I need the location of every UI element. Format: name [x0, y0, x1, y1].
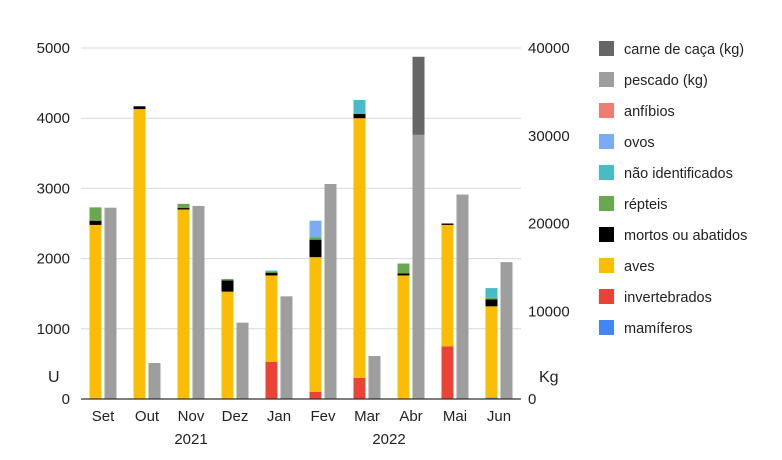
left-axis-label: U — [48, 369, 60, 386]
bar-pescado-kg-mai — [456, 194, 469, 399]
bar-mortos-ou-abatidos-mai — [441, 223, 454, 225]
bar-pescado-kg-nov — [192, 205, 205, 399]
right-tick-label: 30000 — [528, 128, 570, 145]
bar-aves-dez — [221, 291, 234, 399]
bar-pescado-kg-mar — [368, 356, 381, 399]
bar-mortos-ou-abatidos-nov — [177, 208, 190, 210]
bar-nao-identificados-jan — [265, 270, 278, 272]
bar-aves-abr — [397, 275, 410, 399]
legend-swatch-ovos — [599, 134, 614, 149]
legend-swatch-pescado-kg — [599, 72, 614, 87]
category-label: Jun — [487, 408, 511, 425]
axes: 0 1000 2000 3000 4000 5000 0 10000 20000 30000 400… — [37, 40, 570, 448]
bar-pescado-kg-out — [148, 363, 161, 399]
left-tick-label: 3000 — [37, 180, 70, 197]
legend-label-mortos-ou-abatidos: mortos ou abatidos — [624, 228, 747, 244]
left-tick-label: 2000 — [37, 251, 70, 268]
category-label: Out — [135, 408, 160, 425]
bar-carne-de-caca-kg-abr — [412, 56, 425, 135]
bar-mamiferos-jun — [485, 397, 498, 399]
right-axis-label: Kg — [539, 369, 559, 386]
legend-label-pescado-kg: pescado (kg) — [624, 73, 708, 89]
left-tick-label: 1000 — [37, 321, 70, 338]
legend-swatch-mamiferos — [599, 320, 614, 335]
category-label: Mai — [443, 408, 467, 425]
bar-aves-nov — [177, 209, 190, 399]
bar-repteis-set — [89, 207, 102, 221]
legend-swatch-aves — [599, 258, 614, 273]
bar-pescado-kg-set — [104, 207, 117, 399]
bar-mortos-ou-abatidos-jan — [265, 272, 278, 276]
category-label: Nov — [178, 408, 205, 425]
legend-label-nao-identificados: não identificados — [624, 166, 733, 182]
legend-label-carne-de-caca-kg: carne de caça (kg) — [624, 42, 744, 58]
bar-aves-set — [89, 224, 102, 399]
left-tick-label: 0 — [62, 391, 70, 408]
legend-label-invertebrados: invertebrados — [624, 290, 712, 306]
legend-label-aves: aves — [624, 259, 655, 275]
bar-mortos-ou-abatidos-abr — [397, 273, 410, 276]
left-tick-label: 4000 — [37, 110, 70, 127]
bar-invertebrados-jan — [265, 361, 278, 399]
right-tick-label: 0 — [528, 391, 536, 408]
category-label: Jan — [267, 408, 291, 425]
legend-label-anfibios: anfíbios — [624, 104, 675, 120]
legend-swatch-anfibios — [599, 103, 614, 118]
legend-swatch-carne-de-caca-kg — [599, 41, 614, 56]
bar-invertebrados-fev — [309, 391, 322, 399]
bar-repteis-fev — [309, 237, 322, 240]
bar-nao-identificados-mar — [353, 99, 366, 114]
legend-label-mamiferos: mamíferos — [624, 321, 693, 337]
right-tick-label: 40000 — [528, 40, 570, 57]
bar-mortos-ou-abatidos-set — [89, 220, 102, 225]
bar-invertebrados-mar — [353, 377, 366, 399]
right-tick-label: 20000 — [528, 216, 570, 233]
bar-repteis-jun — [485, 297, 498, 300]
bar-repteis-jan — [265, 271, 278, 273]
bar-nao-identificados-jun — [485, 288, 498, 298]
category-label: Dez — [222, 408, 249, 425]
bar-pescado-kg-fev — [324, 184, 337, 399]
bars — [89, 56, 513, 399]
bar-mortos-ou-abatidos-mar — [353, 113, 366, 119]
bar-repteis-dez — [221, 278, 234, 281]
category-label: Fev — [310, 408, 336, 425]
bar-aves-out — [133, 109, 146, 399]
bar-repteis-nov — [177, 203, 190, 209]
bar-ovos-fev — [309, 220, 322, 237]
legend-label-repteis: répteis — [624, 197, 668, 213]
category-label: Mar — [354, 408, 380, 425]
bar-pescado-kg-abr — [412, 134, 425, 399]
bar-aves-mai — [441, 224, 454, 347]
category-label: Abr — [399, 408, 422, 425]
left-tick-label: 5000 — [37, 40, 70, 57]
bar-invertebrados-mai — [441, 346, 454, 399]
bar-mortos-ou-abatidos-out — [133, 106, 146, 110]
bar-aves-jun — [485, 306, 498, 398]
bar-mortos-ou-abatidos-fev — [309, 239, 322, 258]
bar-aves-jan — [265, 275, 278, 362]
legend-swatch-mortos-ou-abatidos — [599, 227, 614, 242]
bar-nao-identificados-fev — [309, 236, 322, 238]
category-label: Set — [92, 408, 115, 425]
bar-pescado-kg-jan — [280, 296, 293, 399]
legend-label-ovos: ovos — [624, 135, 655, 151]
bar-mortos-ou-abatidos-jun — [485, 299, 498, 307]
bar-aves-fev — [309, 257, 322, 392]
bar-pescado-kg-jun — [500, 262, 513, 399]
year-label: 2022 — [372, 431, 405, 448]
right-tick-label: 10000 — [528, 303, 570, 320]
gridlines — [81, 47, 521, 330]
bar-repteis-abr — [397, 263, 410, 274]
bar-pescado-kg-dez — [236, 322, 249, 399]
legend-swatch-repteis — [599, 196, 614, 211]
bar-mortos-ou-abatidos-dez — [221, 280, 234, 292]
legend: carne de caça (kg) pescado (kg) anfíbios ov… — [599, 41, 747, 337]
bar-aves-mar — [353, 118, 366, 378]
legend-swatch-invertebrados — [599, 289, 614, 304]
legend-swatch-nao-identificados — [599, 165, 614, 180]
year-label: 2021 — [174, 431, 207, 448]
